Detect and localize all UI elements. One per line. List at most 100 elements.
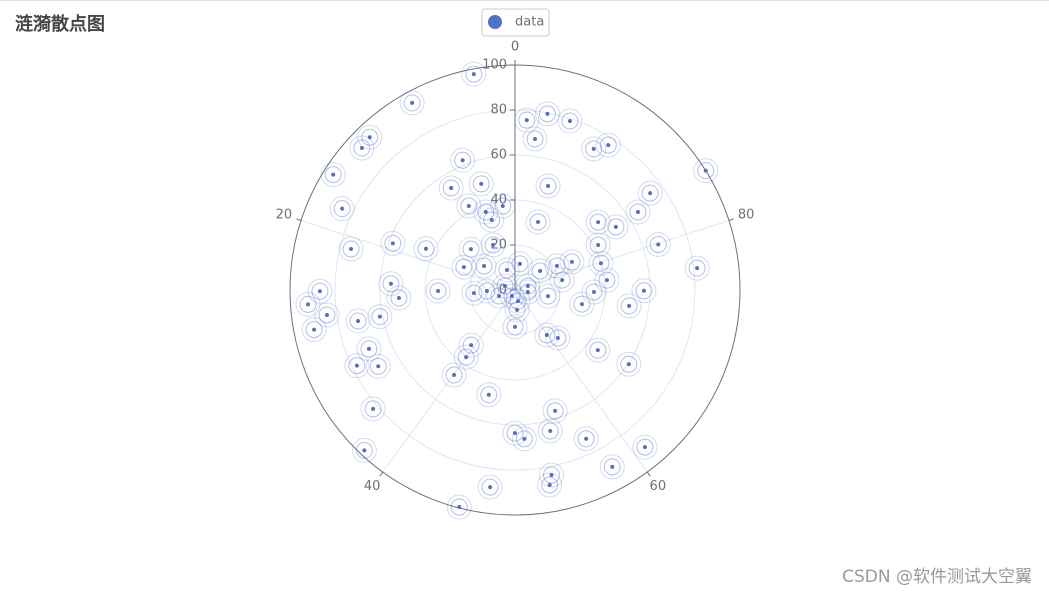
ripple [542, 466, 560, 484]
point [569, 259, 574, 264]
ripple [599, 136, 617, 154]
point [317, 289, 322, 294]
ripple [353, 139, 371, 157]
ripple [538, 105, 556, 123]
point [533, 136, 538, 141]
ripple [526, 130, 544, 148]
ripple [522, 126, 548, 152]
ripple [599, 454, 625, 480]
ripple [344, 353, 370, 379]
point [606, 143, 611, 148]
ripple [484, 236, 502, 254]
ripple [525, 209, 551, 235]
point [312, 327, 317, 332]
point [596, 220, 601, 225]
ripple [461, 61, 487, 87]
legend-box [481, 8, 550, 37]
ripple [607, 218, 625, 236]
ripple [455, 258, 473, 276]
point [483, 210, 488, 215]
ripple [585, 337, 611, 363]
point [595, 348, 600, 353]
angle-tick-label: 60 [650, 479, 667, 494]
ripple [594, 267, 620, 293]
ripple [507, 251, 533, 277]
angle-tick [379, 471, 384, 477]
ripple [454, 151, 472, 169]
point [544, 333, 549, 338]
ripple [573, 426, 599, 452]
radius-tick-label: 100 [482, 58, 507, 73]
ripple [481, 478, 499, 496]
point [517, 261, 522, 266]
ripple [632, 434, 658, 460]
ripple [620, 297, 638, 315]
ripple [585, 209, 611, 235]
ripple [342, 240, 360, 258]
ripple [356, 336, 382, 362]
ripple [403, 94, 421, 112]
ripple [515, 430, 533, 448]
point [567, 118, 572, 123]
ripple [474, 278, 500, 304]
ripple [349, 312, 367, 330]
point [449, 185, 454, 190]
ripple [537, 472, 563, 498]
ripple [588, 250, 614, 276]
ripple [364, 400, 382, 418]
point [525, 290, 530, 295]
point [457, 505, 462, 510]
ripple [458, 236, 484, 262]
ripple [549, 267, 575, 293]
point [410, 100, 415, 105]
grid-line [514, 219, 730, 291]
ripple [465, 284, 483, 302]
point [549, 472, 554, 477]
ripple [598, 271, 616, 289]
ripple [538, 326, 556, 344]
ripple [511, 255, 529, 273]
ripple [506, 318, 524, 336]
point [626, 362, 631, 367]
point [596, 242, 601, 247]
point [376, 364, 381, 369]
ripple [465, 65, 483, 83]
ripple [527, 258, 553, 284]
radius-tick-label: 60 [490, 148, 507, 163]
point [377, 314, 382, 319]
ripple [641, 184, 659, 202]
ripple [504, 297, 530, 323]
ripple [351, 437, 377, 463]
point [502, 283, 507, 288]
point [500, 204, 505, 209]
ripple [535, 173, 561, 199]
ripple [505, 288, 531, 314]
ripple [506, 424, 524, 442]
ripple [301, 317, 327, 343]
ripple [442, 179, 460, 197]
point [554, 263, 559, 268]
angle-tick-label: 20 [276, 207, 293, 222]
point [522, 436, 527, 441]
point [553, 408, 558, 413]
ripple [457, 348, 475, 366]
legend-item[interactable]: data [481, 8, 550, 37]
point [591, 289, 596, 294]
point [546, 184, 551, 189]
point [613, 224, 618, 229]
point [642, 445, 647, 450]
ripple [329, 196, 355, 222]
point [515, 299, 520, 304]
ripple [425, 278, 451, 304]
ripple [563, 253, 581, 271]
ripple [384, 234, 402, 252]
ripple [357, 124, 383, 150]
point [591, 146, 596, 151]
ripple [324, 166, 342, 184]
ripple [688, 259, 706, 277]
ripple [573, 295, 591, 313]
point [579, 302, 584, 307]
ripple [629, 203, 647, 221]
ripple [390, 289, 408, 307]
ripple [450, 498, 468, 516]
